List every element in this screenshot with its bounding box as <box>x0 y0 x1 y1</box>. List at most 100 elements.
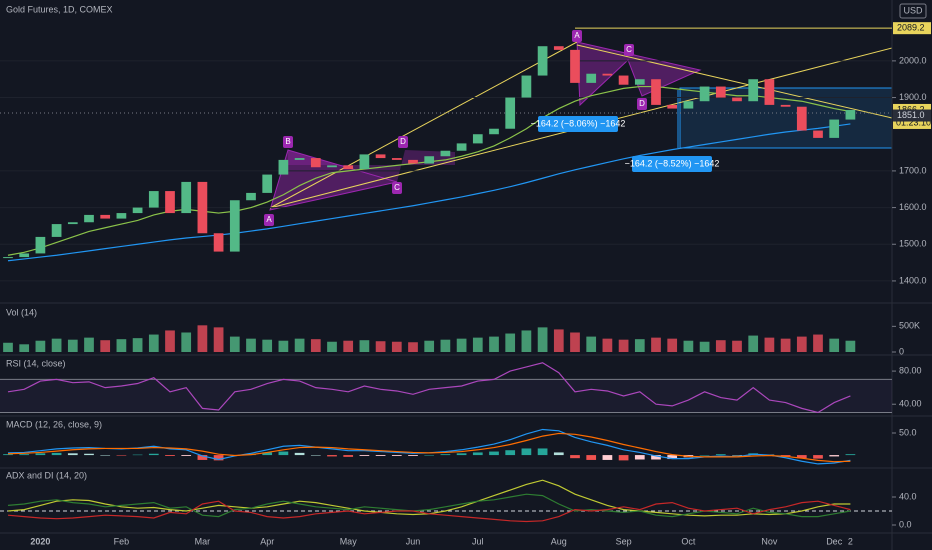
volume-bar <box>391 341 402 352</box>
volume-bar <box>456 338 467 352</box>
candle <box>505 97 516 129</box>
volume-bar <box>262 339 273 352</box>
histogram-bar <box>796 455 807 459</box>
histogram-bar <box>472 452 483 456</box>
volume-bar <box>67 339 78 352</box>
candle <box>602 73 613 76</box>
volume-bar <box>35 340 46 352</box>
y-tick-label: 1400.0 <box>899 275 927 285</box>
measure-label: −164.2 (−8.06%) −1642 <box>531 118 626 128</box>
histogram-bar <box>845 454 856 456</box>
price-label-box <box>893 22 931 35</box>
candle <box>67 222 78 225</box>
histogram-bar <box>213 455 224 461</box>
volume-bar <box>748 335 759 352</box>
volume-bar <box>132 338 143 352</box>
y-tick-label: 50.0 <box>899 427 917 437</box>
harmonic-pattern <box>576 41 702 107</box>
volume-bar <box>408 342 418 352</box>
histogram-bar <box>570 455 580 459</box>
indicator-line <box>7 500 851 523</box>
histogram-bar <box>521 448 532 456</box>
histogram-bar <box>732 455 742 456</box>
indicator-line <box>7 493 851 518</box>
candle <box>813 130 823 138</box>
volume-bar <box>3 342 13 352</box>
pane-title: RSI (14, close) <box>6 358 66 368</box>
currency[interactable]: USD <box>903 5 923 15</box>
candle <box>472 134 483 144</box>
candle <box>148 191 159 208</box>
volume-bar <box>489 336 499 352</box>
volume-bar <box>505 333 516 352</box>
volume-bar <box>586 336 597 352</box>
pattern-point-label: D <box>639 99 645 108</box>
candle <box>375 154 386 159</box>
volume-bar <box>634 339 645 352</box>
volume-bar <box>327 341 337 352</box>
volume-bar <box>229 336 240 352</box>
volume-bar <box>796 336 807 352</box>
price-label: 1851.0 <box>897 110 925 120</box>
volume-bar <box>602 338 613 352</box>
x-tick-label: Jun <box>406 536 421 546</box>
y-tick-label: 500K <box>899 321 920 331</box>
candle <box>570 49 580 83</box>
x-tick-label: Mar <box>195 536 211 546</box>
volume-bar <box>51 338 62 352</box>
volume-bar <box>667 338 678 352</box>
histogram-bar <box>505 450 516 456</box>
histogram-bar <box>651 455 661 460</box>
candle <box>51 224 62 237</box>
pattern-point-label: A <box>574 31 580 40</box>
currency-box[interactable] <box>899 3 927 19</box>
volume-bar <box>780 338 791 352</box>
y-tick-label: 80.00 <box>899 365 922 375</box>
volume-bar <box>84 337 94 352</box>
pattern-point-box <box>398 136 408 148</box>
histogram-bar <box>310 455 321 456</box>
candle <box>667 104 678 109</box>
candle <box>84 214 94 223</box>
volume-bar <box>294 338 305 352</box>
volume-bar <box>343 340 354 352</box>
y-tick-label: 40.00 <box>899 399 922 409</box>
x-tick-label: 2 <box>848 536 853 546</box>
pattern-point-box <box>283 136 293 148</box>
candle <box>165 191 175 214</box>
candle <box>116 213 127 219</box>
volume-bar <box>19 344 30 352</box>
measure-label: −164.2 (−8.52%) −1642 <box>625 158 720 168</box>
volume-bar <box>148 334 159 352</box>
histogram-bar <box>829 455 840 457</box>
candle <box>521 75 532 98</box>
range-box <box>679 87 893 149</box>
candle <box>586 73 597 83</box>
candle <box>197 181 208 234</box>
candle <box>732 97 742 102</box>
volume-bar <box>845 340 856 352</box>
histogram-bar <box>440 454 451 456</box>
volume-bar <box>699 341 710 352</box>
pattern-point-box <box>637 98 647 110</box>
candle <box>213 233 224 252</box>
indicator-line <box>7 362 851 414</box>
histogram-bar <box>181 455 192 456</box>
volume-bar <box>197 325 208 352</box>
pattern-point-label: D <box>400 137 406 146</box>
candle <box>100 214 111 219</box>
candle <box>3 257 13 259</box>
candle <box>262 174 273 193</box>
histogram-bar <box>3 454 13 456</box>
histogram-bar <box>602 455 613 460</box>
volume-bar <box>651 337 661 352</box>
volume-bar <box>764 337 775 352</box>
drawings <box>0 41 893 211</box>
candle <box>343 165 354 170</box>
pattern-point-label: C <box>394 183 400 192</box>
histogram-bar <box>699 455 710 456</box>
histogram-bar <box>391 455 402 456</box>
pane-title: ADX and DI (14, 20) <box>6 470 87 480</box>
pattern-point: A <box>264 214 274 226</box>
histogram-bar <box>197 455 208 460</box>
